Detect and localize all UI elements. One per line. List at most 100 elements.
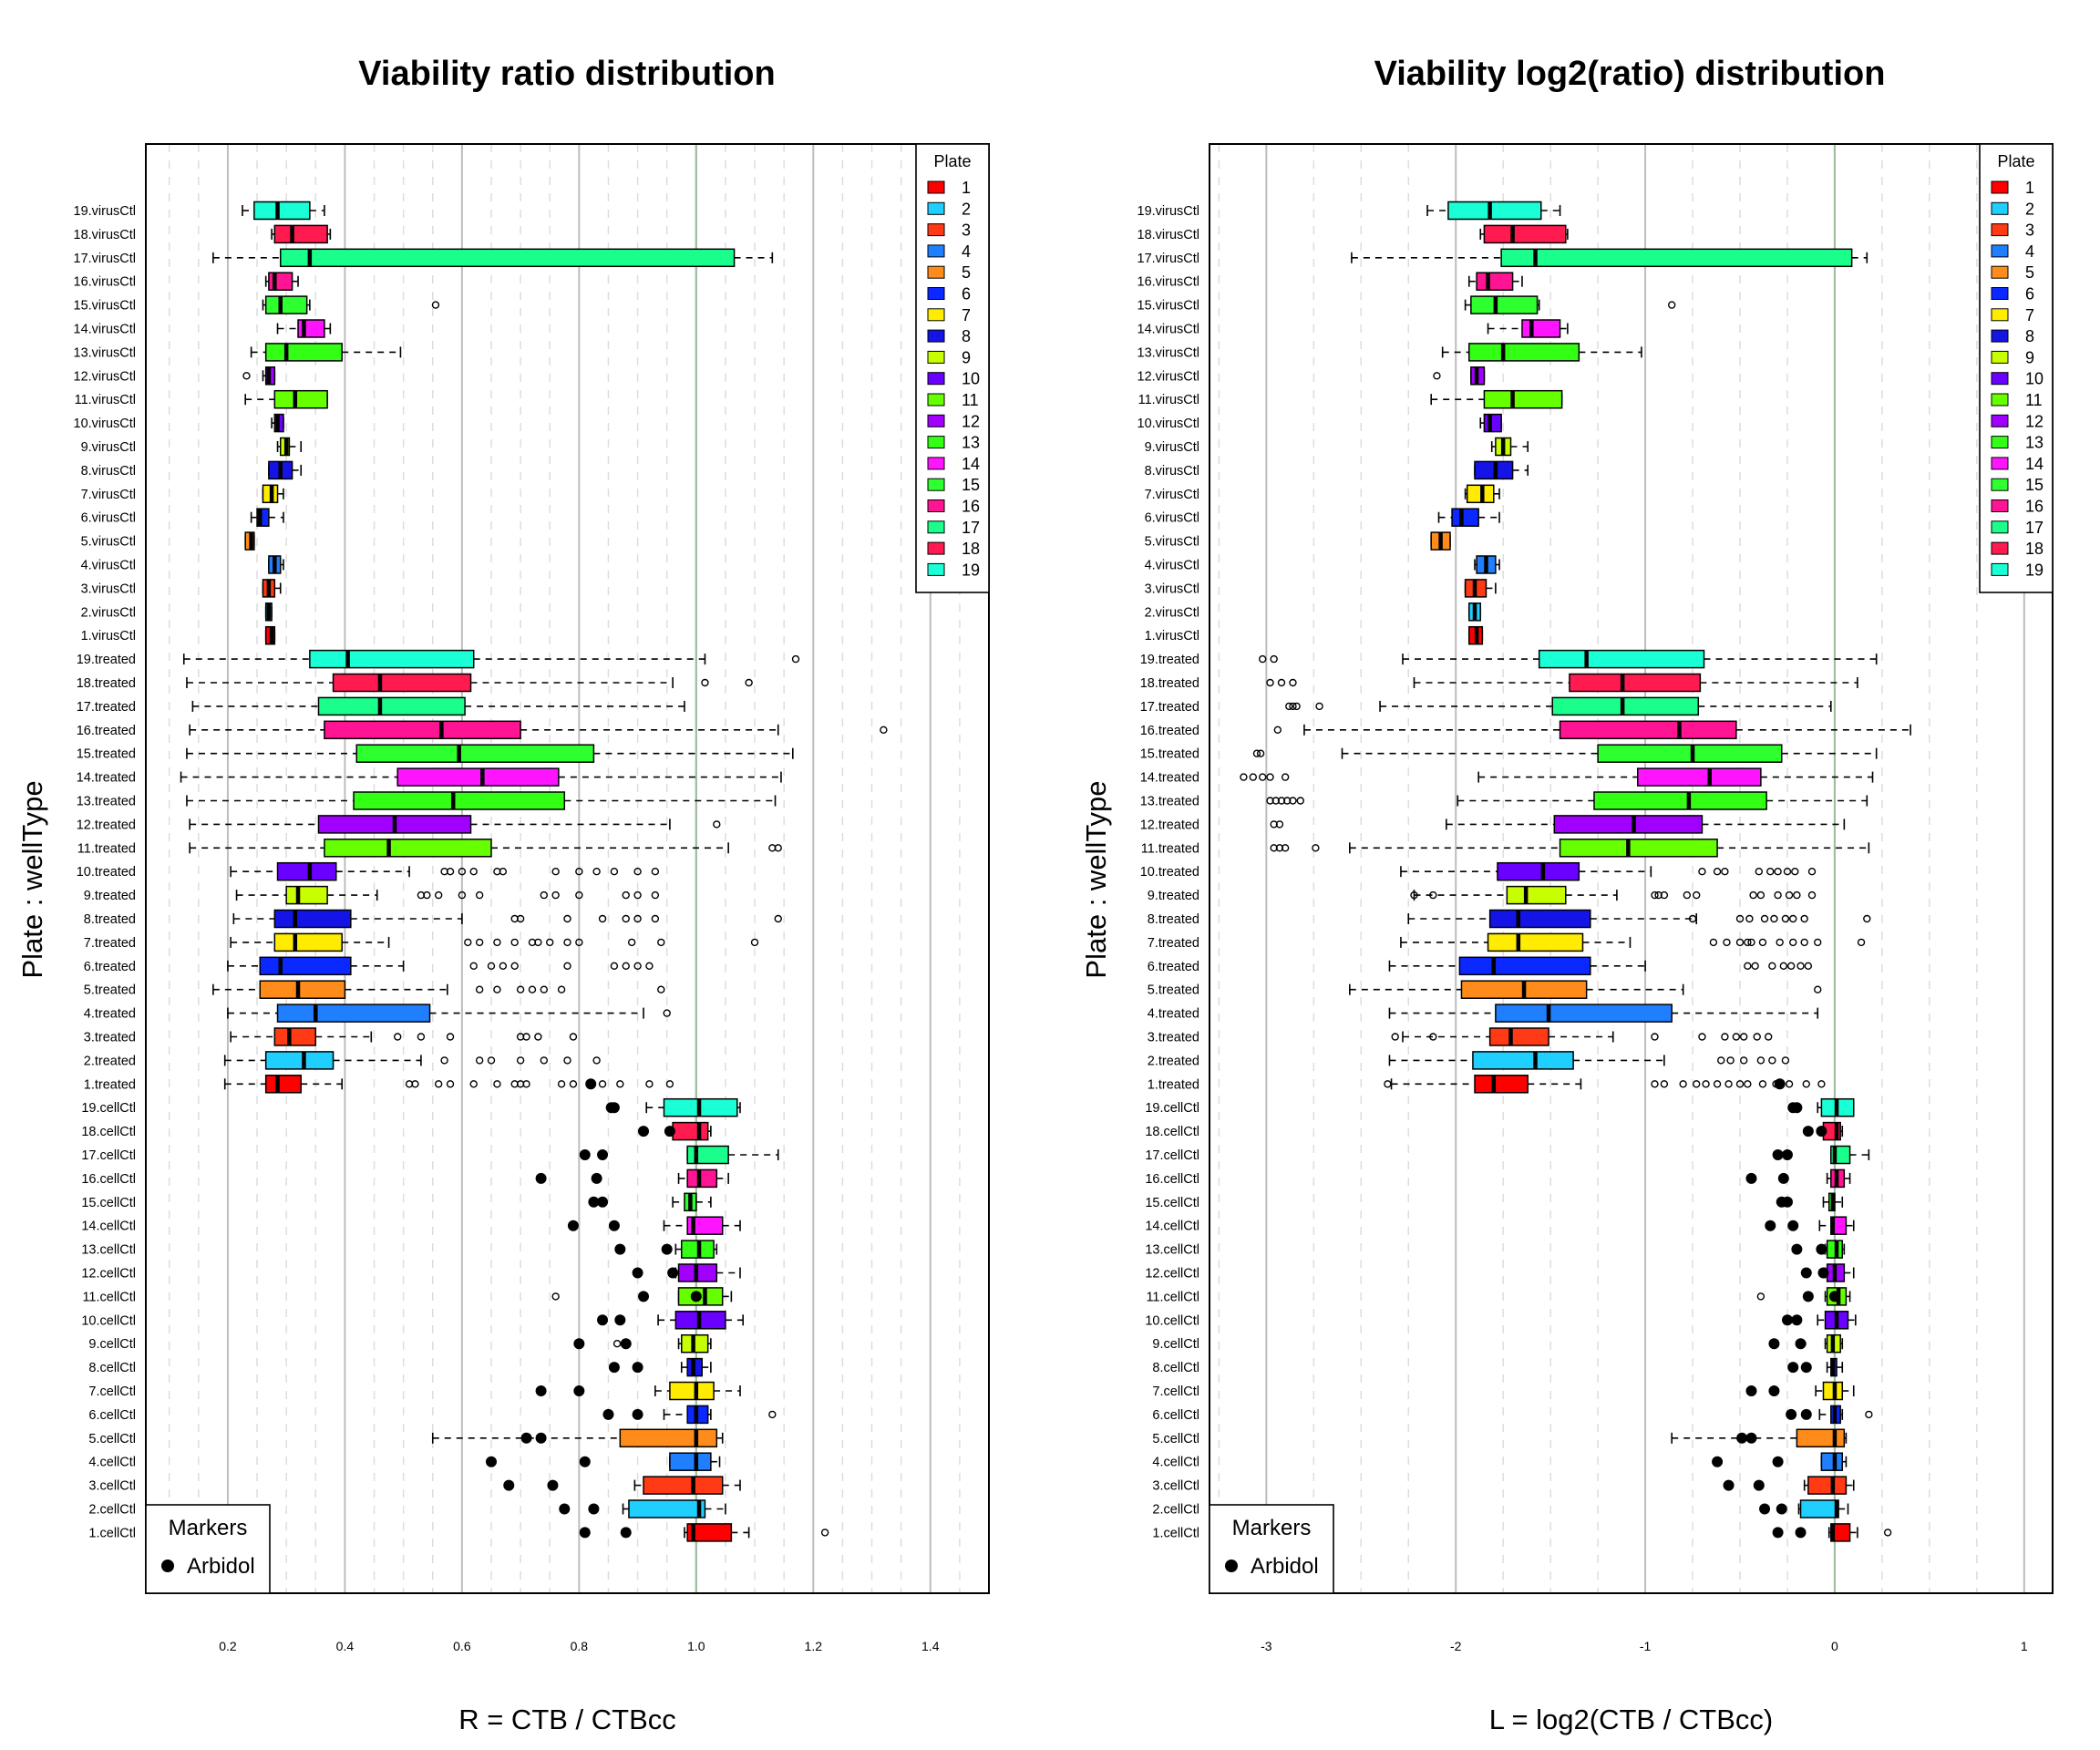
outlier-point <box>713 820 721 829</box>
y-tick-label: 1.treated <box>84 1077 136 1092</box>
outlier-point <box>1865 1410 1873 1419</box>
box-19.virusCtl <box>1426 201 1561 221</box>
outlier-point <box>563 1056 571 1065</box>
legend-label: 1 <box>962 179 971 197</box>
y-tick-label: 19.cellCtl <box>81 1101 136 1116</box>
box-8.treated <box>1407 909 1698 929</box>
outlier-point <box>592 868 601 876</box>
box-9.treated <box>235 885 378 905</box>
box-iqr <box>276 861 337 881</box>
outlier-point <box>493 985 501 993</box>
arbidol-point <box>1759 1503 1771 1515</box>
arbidol-point <box>1765 1220 1776 1231</box>
outlier-point <box>1804 962 1813 971</box>
box-iqr <box>317 696 466 716</box>
box-15.virusCtl <box>1464 295 1540 314</box>
panel-log2-ratio: Viability log2(ratio) distribution L = lo… <box>1080 55 2054 1735</box>
outlier-point <box>1785 1080 1794 1088</box>
arbidol-point <box>1787 1102 1799 1114</box>
arbidol-point <box>1781 1149 1793 1160</box>
outlier-point <box>563 914 571 923</box>
outlier-point <box>242 372 251 380</box>
outlier-point <box>1660 1080 1669 1088</box>
box-iqr <box>1553 815 1704 834</box>
outlier-point <box>1275 820 1284 829</box>
box-13.virusCtl <box>1441 343 1642 362</box>
y-tick-label: 14.treated <box>77 771 136 786</box>
outlier-point <box>768 1410 777 1419</box>
y-tick-label: 10.virusCtl <box>1138 417 1200 431</box>
outlier-point <box>1709 938 1718 947</box>
y-tick-label: 7.treated <box>1148 936 1199 951</box>
outlier-point <box>1756 890 1765 900</box>
box-5.cellCtl <box>431 1428 724 1448</box>
outlier-point <box>1315 702 1323 711</box>
y-tick-label: 7.treated <box>84 936 136 951</box>
legend-swatch <box>1991 308 2009 322</box>
y-tick-label: 6.virusCtl <box>81 511 136 526</box>
outlier-point <box>610 868 619 876</box>
box-iqr <box>273 1027 317 1046</box>
arbidol-point <box>1774 1078 1786 1090</box>
box-9.virusCtl <box>276 437 303 457</box>
outlier-point <box>1683 890 1692 900</box>
legend-title: Plate <box>933 152 971 170</box>
box-4.treated <box>1388 1004 1819 1023</box>
y-tick-label: 19.treated <box>1140 653 1199 667</box>
box-iqr <box>1483 413 1502 433</box>
box-18.cellCtl <box>1822 1121 1844 1141</box>
box-6.virusCtl <box>250 508 284 527</box>
markers-legend-title: Markers <box>169 1516 248 1540</box>
box-12.treated <box>189 815 671 834</box>
outlier-point <box>645 1080 654 1088</box>
box-8.treated <box>232 909 463 929</box>
outlier-point <box>627 938 636 947</box>
outlier-point <box>1744 1080 1752 1088</box>
arbidol-point <box>1745 1172 1757 1184</box>
outlier-point <box>1660 890 1669 900</box>
legend-swatch <box>1991 414 2009 427</box>
outlier-point <box>1735 914 1745 923</box>
arbidol-point <box>614 1243 626 1255</box>
legend-label: 2 <box>2025 200 2034 218</box>
outlier-point <box>1751 962 1759 971</box>
chart-title: Viability ratio distribution <box>358 55 775 93</box>
outlier-point <box>598 1080 607 1088</box>
box-13.cellCtl <box>1824 1240 1846 1259</box>
y-tick-label: 9.cellCtl <box>1152 1337 1199 1352</box>
arbidol-points <box>485 1078 702 1539</box>
y-tick-label: 2.cellCtl <box>1152 1503 1199 1518</box>
markers-legend: Markers Arbidol <box>145 1504 271 1594</box>
y-tick-label: 12.treated <box>1140 818 1199 832</box>
y-tick-label: 2.cellCtl <box>88 1503 136 1518</box>
x-axis-label: R = CTB / CTBcc <box>458 1704 676 1735</box>
y-tick-label: 2.treated <box>84 1054 136 1068</box>
y-tick-label: 13.cellCtl <box>1145 1243 1199 1258</box>
x-tick-label: 0.8 <box>571 1639 589 1653</box>
y-tick-label: 11.virusCtl <box>1138 393 1199 407</box>
legend-swatch <box>927 520 945 534</box>
box-10.cellCtl <box>1817 1311 1857 1330</box>
arbidol-point <box>1816 1126 1827 1138</box>
y-tick-label: 6.virusCtl <box>1145 511 1199 526</box>
outlier-point <box>1723 938 1731 947</box>
outlier-point <box>469 962 478 971</box>
box-16.treated <box>1303 720 1911 740</box>
outlier-point <box>1721 1033 1729 1041</box>
y-tick-label: 11.virusCtl <box>75 393 136 407</box>
legend-swatch <box>927 393 945 407</box>
box-5.cellCtl <box>1671 1428 1848 1448</box>
arbidol-point <box>1817 1267 1829 1279</box>
arbidol-point <box>667 1267 679 1279</box>
x-tick-label: 1.2 <box>805 1639 823 1653</box>
arbidol-point <box>1736 1432 1748 1444</box>
outlier-point <box>1800 938 1808 947</box>
box-iqr <box>1559 839 1718 858</box>
box-4.virusCtl <box>268 555 284 574</box>
y-tick-label: 15.cellCtl <box>81 1196 136 1210</box>
box-4.virusCtl <box>1474 555 1500 574</box>
box-iqr <box>1820 1452 1844 1471</box>
box-3.virusCtl <box>1464 579 1497 598</box>
box-iqr <box>273 932 343 952</box>
outlier-point <box>534 938 542 947</box>
